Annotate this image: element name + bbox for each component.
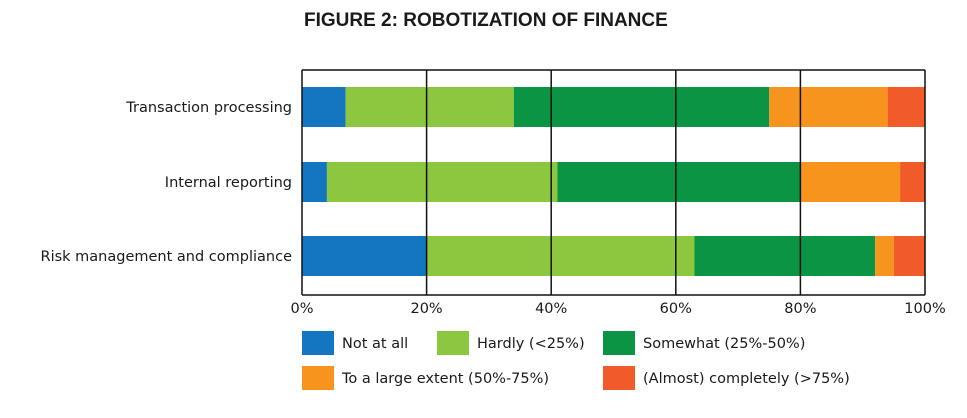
bar-risk-management-and-compliance-almost-completely-75 <box>893 236 925 276</box>
bar-internal-reporting-not-at-all <box>302 162 327 202</box>
bar-internal-reporting-almost-completely-75 <box>900 162 925 202</box>
grid-layer <box>301 69 926 296</box>
bar-risk-management-and-compliance-to-a-large-extent-50-75 <box>875 236 894 276</box>
legend-label-not-at-all: Not at all <box>342 336 408 352</box>
legend-label-almost-completely-75: (Almost) completely (>75%) <box>643 371 850 387</box>
category-labels: Transaction processing Internal reporting… <box>41 100 293 265</box>
category-label-transaction-processing: Transaction processing <box>125 100 292 116</box>
legend: Not at all Hardly (<25%) Somewhat (25%-50%… <box>302 331 850 390</box>
tick-labels: 0% 20% 40% 60% 80% 100% <box>290 301 945 317</box>
bar-internal-reporting-hardly-25 <box>326 162 558 202</box>
legend-label-somewhat-25-50: Somewhat (25%-50%) <box>643 336 805 352</box>
bar-transaction-processing-hardly-25 <box>345 87 514 127</box>
legend-swatch-not-at-all <box>302 331 334 355</box>
legend-swatch-somewhat-25-50 <box>603 331 635 355</box>
legend-label-hardly-25: Hardly (<25%) <box>477 336 585 352</box>
legend-swatch-to-a-large-extent-50-75 <box>302 366 334 390</box>
bar-internal-reporting-somewhat-25-50 <box>557 162 801 202</box>
legend-swatch-hardly-25 <box>437 331 469 355</box>
category-label-internal-reporting: Internal reporting <box>165 175 292 191</box>
legend-swatch-almost-completely-75 <box>603 366 635 390</box>
tick-label-60: 60% <box>660 301 692 317</box>
tick-label-100: 100% <box>904 301 945 317</box>
tick-label-80: 80% <box>784 301 816 317</box>
bar-transaction-processing-not-at-all <box>302 87 346 127</box>
bar-risk-management-and-compliance-not-at-all <box>302 236 427 276</box>
chart-title: FIGURE 2: ROBOTIZATION OF FINANCE <box>304 10 668 31</box>
bars-layer <box>302 87 925 276</box>
tick-label-0: 0% <box>290 301 313 317</box>
bar-transaction-processing-to-a-large-extent-50-75 <box>769 87 888 127</box>
legend-label-to-a-large-extent-50-75: To a large extent (50%-75%) <box>341 371 549 387</box>
tick-label-40: 40% <box>535 301 567 317</box>
bar-internal-reporting-to-a-large-extent-50-75 <box>800 162 901 202</box>
bar-transaction-processing-almost-completely-75 <box>887 87 925 127</box>
bar-transaction-processing-somewhat-25-50 <box>513 87 770 127</box>
category-label-risk-management-and-compliance: Risk management and compliance <box>41 249 293 265</box>
bar-risk-management-and-compliance-hardly-25 <box>426 236 695 276</box>
bar-risk-management-and-compliance-somewhat-25-50 <box>694 236 876 276</box>
tick-label-20: 20% <box>410 301 442 317</box>
